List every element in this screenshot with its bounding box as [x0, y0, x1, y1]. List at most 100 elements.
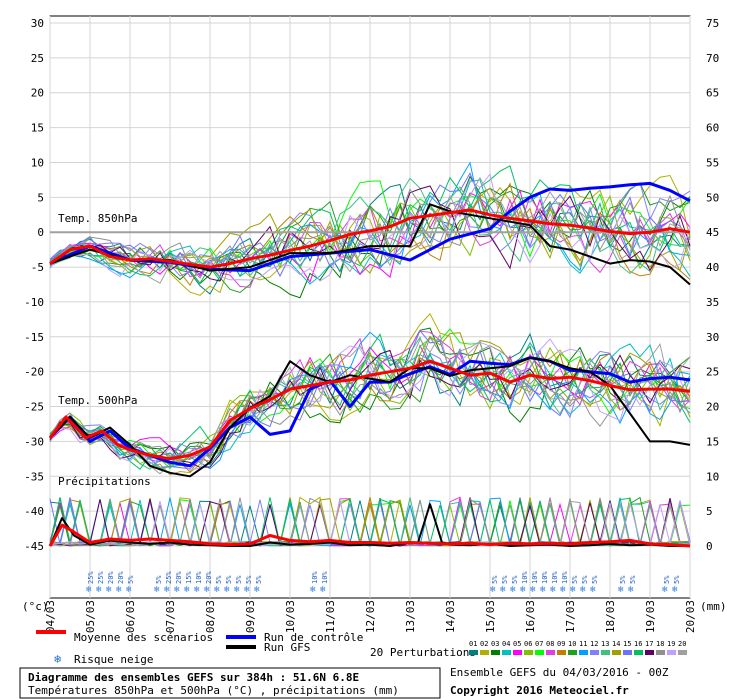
right-tick-label: 60: [706, 122, 719, 135]
right-tick-label: 10: [706, 470, 719, 483]
perturbation-id: 17: [645, 640, 653, 648]
series-gfs-precip: [49, 503, 690, 547]
snow-flake-icon: ❄: [234, 585, 240, 595]
perturbation-swatch: [590, 650, 599, 655]
perturbation-swatch: [480, 650, 489, 655]
perturbation-id: 02: [480, 640, 488, 648]
x-tick-label: 17/03: [564, 600, 577, 633]
left-tick-label: -5: [31, 261, 44, 274]
snow-flake-icon: ❄: [154, 585, 160, 595]
snow-flake-icon: ❄: [204, 585, 210, 595]
x-tick-label: 16/03: [524, 600, 537, 633]
perturbation-swatch: [579, 650, 588, 655]
snow-flake-icon: ❄: [86, 585, 92, 595]
left-tick-label: -15: [24, 331, 44, 344]
perturbation-swatch: [612, 650, 621, 655]
snow-flake-icon: ❄: [106, 585, 112, 595]
perturbation-swatch: [502, 650, 511, 655]
perturbation-id: 09: [557, 640, 565, 648]
x-tick-label: 08/03: [204, 600, 217, 633]
perturbation-swatch: [634, 650, 643, 655]
snow-flake-icon: ❄: [174, 585, 180, 595]
snow-flake-icon: ❄: [490, 585, 496, 595]
perturbation-id: 16: [634, 640, 642, 648]
perturbation-line: [49, 352, 691, 473]
snow-flake-icon: ❄: [628, 585, 634, 595]
left-tick-label: -30: [24, 435, 44, 448]
snow-flake-icon: ❄: [164, 585, 170, 595]
snow-flake-icon: ❄: [96, 585, 102, 595]
snow-risk-value: 25%: [97, 571, 105, 584]
perturbation-id: 15: [623, 640, 631, 648]
x-tick-label: 13/03: [404, 600, 417, 633]
left-tick-label: 20: [31, 87, 44, 100]
snow-flake-icon: ❄: [550, 585, 556, 595]
label-t850: Temp. 850hPa: [58, 212, 137, 225]
right-tick-label: 20: [706, 401, 719, 414]
legend-gfs-label: Run GFS: [264, 641, 310, 654]
snow-flake-icon: ❄: [570, 585, 576, 595]
left-tick-label: 30: [31, 17, 44, 30]
perturbation-id: 14: [612, 640, 620, 648]
x-tick-label: 10/03: [284, 600, 297, 633]
snow-flake-icon: ❄: [662, 585, 668, 595]
perturbation-line: [49, 345, 691, 460]
legend-perturbations-label: 20 Perturbations: [370, 646, 476, 659]
perturbation-line: [49, 189, 691, 284]
snow-risk-value: 5%: [663, 575, 671, 584]
perturbation-id: 03: [491, 640, 499, 648]
snow-flake-icon: ❄: [520, 585, 526, 595]
x-tick-label: 19/03: [644, 600, 657, 633]
snow-risk-value: 5%: [629, 575, 637, 584]
snow-risk-value: 10%: [531, 571, 539, 584]
snow-risk-value: 25%: [87, 571, 95, 584]
footer-run-info: Ensemble GEFS du 04/03/2016 - 00Z: [450, 666, 669, 679]
snow-flake-icon: ❄: [224, 585, 230, 595]
left-tick-label: -35: [24, 470, 44, 483]
snow-risk-value: 5%: [673, 575, 681, 584]
perturbation-id: 11: [579, 640, 587, 648]
perturbation-swatch: [524, 650, 533, 655]
x-tick-label: 11/03: [324, 600, 337, 633]
label-precip: Précipitations: [58, 475, 151, 488]
perturbation-swatch: [491, 650, 500, 655]
perturbation-swatch: [513, 650, 522, 655]
snow-risk-value: 10%: [541, 571, 549, 584]
snow-flake-icon: ❄: [672, 585, 678, 595]
right-tick-label: 5: [706, 505, 713, 518]
perturbation-id: 08: [546, 640, 554, 648]
snow-risk-value: 5%: [255, 575, 263, 584]
snow-flake-icon: ❄: [590, 585, 596, 595]
right-tick-label: 25: [706, 366, 719, 379]
perturbation-swatch: [678, 650, 687, 655]
snow-risk-row: ❄25%❄25%❄20%❄20%❄5%❄5%❄25%❄20%❄15%❄10%❄2…: [86, 571, 681, 595]
left-tick-label: -40: [24, 505, 44, 518]
snow-risk-value: 5%: [591, 575, 599, 584]
left-tick-label: -45: [24, 540, 44, 553]
snow-flake-icon: ❄: [244, 585, 250, 595]
right-tick-label: 40: [706, 261, 719, 274]
legend-snow-label: Risque neige: [74, 653, 153, 666]
x-tick-label: 06/03: [124, 600, 137, 633]
snow-flake-icon: ❄: [540, 585, 546, 595]
right-tick-label: 55: [706, 156, 719, 169]
left-tick-label: 15: [31, 122, 44, 135]
perturbation-line: [49, 327, 691, 457]
label-t500: Temp. 500hPa: [58, 394, 137, 407]
right-tick-label: 15: [706, 435, 719, 448]
snow-risk-value: 5%: [245, 575, 253, 584]
snow-flake-icon: ❄: [510, 585, 516, 595]
perturbation-id: 05: [513, 640, 521, 648]
snow-risk-value: 10%: [561, 571, 569, 584]
snow-risk-value: 5%: [491, 575, 499, 584]
perturbation-swatch: [667, 650, 676, 655]
perturbation-line: [49, 338, 691, 471]
left-tick-label: -10: [24, 296, 44, 309]
right-tick-label: 0: [706, 540, 713, 553]
left-tick-label: 5: [37, 191, 44, 204]
snow-risk-value: 10%: [521, 571, 529, 584]
x-tick-label: 14/03: [444, 600, 457, 633]
series-gfs-t500: [49, 356, 691, 478]
perturbation-swatch: [535, 650, 544, 655]
